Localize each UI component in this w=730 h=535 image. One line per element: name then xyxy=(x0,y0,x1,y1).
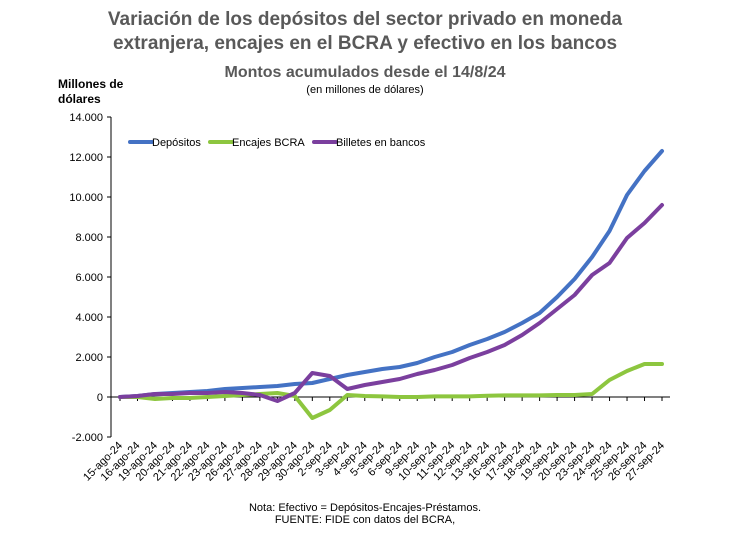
legend: Depósitos Encajes BCRA Billetes en bancos xyxy=(128,137,426,149)
series-line-2 xyxy=(118,203,664,403)
y-tick-label: 4.000 xyxy=(75,312,103,324)
series-line-0 xyxy=(118,149,664,399)
y-tick-label: 14.000 xyxy=(69,112,103,124)
series-layer xyxy=(118,149,664,420)
y-tick-label: 0 xyxy=(97,392,103,404)
footer-source: FUENTE: FIDE con datos del BCRA, xyxy=(274,514,456,526)
axes: 14.000 12.000 10.000 8.000 6.000 4.000 2.000 0 -… xyxy=(69,112,670,484)
y-tick-label: 10.000 xyxy=(69,192,103,204)
footer-note: Nota: Efectivo = Depósitos-Encajes-Prést… xyxy=(248,502,481,514)
legend-label-1: Encajes BCRA xyxy=(232,137,305,149)
y-tick-label: -2.000 xyxy=(72,432,103,444)
y-tick-label: 2.000 xyxy=(75,352,103,364)
y-axis-label: Millones de dólares xyxy=(58,77,128,107)
y-tick-label: 8.000 xyxy=(75,232,103,244)
chart-title-line-2: extranjera, encajes en el BCRA y efectiv… xyxy=(112,33,618,54)
chart-units-note: (en millones de dólares) xyxy=(306,84,424,96)
legend-label-2: Billetes en bancos xyxy=(336,137,426,149)
y-axis-label-line-1: Millones de xyxy=(58,77,124,91)
footer: Nota: Efectivo = Depósitos-Encajes-Prést… xyxy=(0,502,730,526)
y-tick-label: 6.000 xyxy=(75,272,103,284)
y-tick-label: 12.000 xyxy=(69,152,103,164)
chart-title: Variación de los depósitos del sector pr… xyxy=(0,8,730,56)
series-line-1 xyxy=(118,362,664,420)
chart-title-line-1: Variación de los depósitos del sector pr… xyxy=(107,9,623,30)
chart-subtitle: Montos acumulados desde el 14/8/24 xyxy=(224,64,506,81)
y-axis-label-line-2: dólares xyxy=(58,92,101,106)
legend-label-0: Depósitos xyxy=(152,137,201,149)
